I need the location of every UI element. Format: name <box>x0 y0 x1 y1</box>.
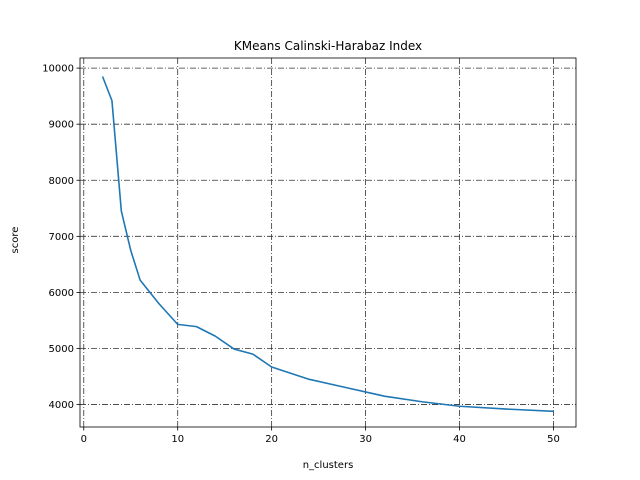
y-tick-label: 9000 <box>49 120 74 131</box>
y-axis-label: score <box>10 227 21 254</box>
x-tick-label: 0 <box>81 434 87 445</box>
y-tick-label: 6000 <box>49 288 74 299</box>
x-tick-label: 50 <box>547 434 560 445</box>
y-tick-label: 4000 <box>49 400 74 411</box>
x-axis-label: n_clusters <box>303 460 354 471</box>
x-tick-label: 20 <box>265 434 278 445</box>
series-layer <box>101 76 554 413</box>
x-axis-ticks: 0 10 20 30 40 50 <box>81 427 560 445</box>
y-tick-label: 8000 <box>49 176 74 187</box>
x-tick-label: 10 <box>171 434 184 445</box>
y-tick-label: 7000 <box>49 232 74 243</box>
grid <box>80 58 576 427</box>
x-tick-label: 30 <box>359 434 372 445</box>
y-tick-label: 10000 <box>42 64 74 75</box>
chart-title: KMeans Calinski-Harabaz Index <box>234 39 422 53</box>
series-line <box>101 76 554 413</box>
y-axis-ticks: 4000 5000 6000 7000 8000 9000 10000 <box>42 64 80 411</box>
y-tick-label: 5000 <box>49 344 74 355</box>
x-tick-label: 40 <box>453 434 466 445</box>
plot-frame <box>79 57 577 428</box>
